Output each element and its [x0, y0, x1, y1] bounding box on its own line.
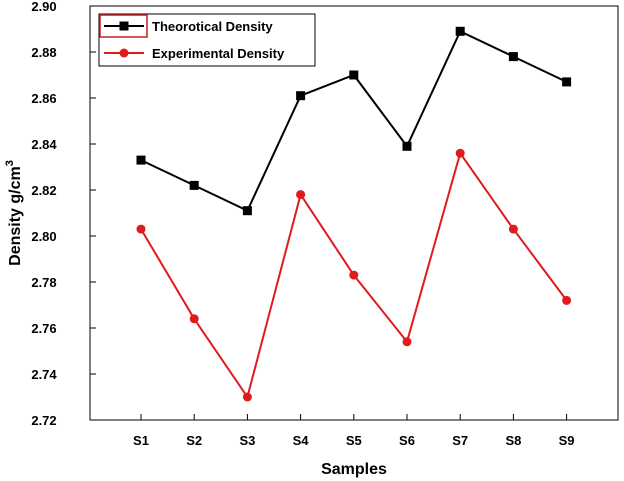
y-tick-label: 2.84 — [31, 137, 57, 152]
theoretical-point-S6 — [402, 141, 412, 151]
y-tick-label: 2.74 — [31, 367, 57, 382]
theoretical-point-S5 — [349, 70, 359, 80]
y-tick-label: 2.88 — [31, 45, 56, 60]
y-tick-label: 2.82 — [31, 183, 56, 198]
x-tick-label: S4 — [293, 433, 310, 448]
x-tick-label: S9 — [559, 433, 575, 448]
experimental-point-S1 — [136, 224, 146, 234]
y-axis-title: Density g/cm3 — [4, 160, 24, 266]
x-tick-label: S5 — [346, 433, 362, 448]
experimental-point-S7 — [455, 148, 465, 158]
y-tick-label: 2.76 — [31, 321, 56, 336]
theoretical-point-S8 — [508, 52, 518, 62]
experimental-point-S9 — [562, 295, 572, 305]
x-axis-title: Samples — [321, 461, 387, 478]
y-tick-label: 2.90 — [31, 0, 56, 14]
experimental-point-S5 — [349, 270, 359, 280]
x-axis: S1 S2 S3 S4 S5 S6 S7 S8 S9 — [133, 414, 575, 448]
x-tick-label: S2 — [186, 433, 202, 448]
theoretical-point-S4 — [296, 91, 306, 101]
legend-marker-theoretical — [119, 21, 129, 31]
x-tick-label: S6 — [399, 433, 415, 448]
legend: Theorotical Density Experimental Density — [98, 13, 316, 67]
x-tick-label: S3 — [239, 433, 255, 448]
y-tick-label: 2.86 — [31, 91, 56, 106]
y-tick-label: 2.80 — [31, 229, 56, 244]
x-tick-label: S8 — [505, 433, 521, 448]
theoretical-point-S2 — [189, 180, 199, 190]
legend-frame — [98, 13, 316, 67]
y-tick-label: 2.72 — [31, 413, 56, 428]
y-axis-title-text: Density g/cm — [7, 166, 24, 266]
theoretical-point-S3 — [242, 206, 252, 216]
y-axis-title-superscript: 3 — [4, 160, 16, 166]
legend-marker-experimental — [119, 48, 129, 58]
legend-label-theoretical: Theorotical Density — [152, 19, 273, 34]
x-tick-label: S7 — [452, 433, 468, 448]
legend-selection-box — [99, 14, 148, 38]
y-tick-label: 2.78 — [31, 275, 56, 290]
experimental-point-S4 — [296, 190, 306, 200]
experimental-point-S2 — [189, 314, 199, 324]
x-tick-label: S1 — [133, 433, 149, 448]
theoretical-point-S9 — [562, 77, 572, 87]
theoretical-point-S7 — [455, 26, 465, 36]
theoretical-point-S1 — [136, 155, 146, 165]
experimental-point-S8 — [508, 224, 518, 234]
experimental-point-S3 — [242, 392, 252, 402]
experimental-point-S6 — [402, 337, 412, 347]
legend-label-experimental: Experimental Density — [152, 46, 285, 61]
y-axis: 2.72 2.74 2.76 2.78 2.80 2.82 2.84 2.86 2.88 2.90 — [31, 0, 96, 428]
series-layer — [136, 26, 572, 402]
